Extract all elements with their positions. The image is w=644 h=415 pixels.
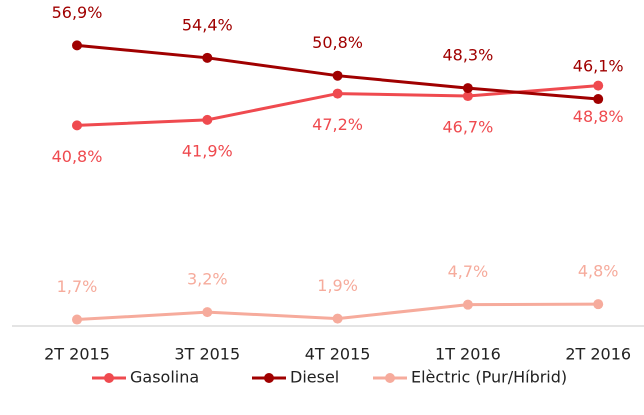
- legend-marker: [264, 373, 274, 383]
- data-point: [462, 299, 473, 310]
- data-label: 1,9%: [317, 276, 358, 295]
- data-label: 48,3%: [442, 46, 493, 65]
- data-label: 1,7%: [57, 277, 98, 296]
- data-point: [202, 307, 213, 318]
- data-point: [202, 52, 213, 63]
- data-point: [593, 94, 604, 105]
- x-tick-label: 1T 2016: [435, 345, 501, 364]
- data-label: 3,2%: [187, 270, 228, 289]
- legend-marker: [104, 373, 114, 383]
- data-point: [332, 88, 343, 99]
- legend-marker: [385, 373, 395, 383]
- x-tick-label: 3T 2015: [174, 345, 240, 364]
- x-tick-label: 2T 2015: [44, 345, 110, 364]
- data-point: [593, 80, 604, 91]
- data-label: 40,8%: [52, 147, 103, 166]
- data-label: 54,4%: [182, 15, 233, 34]
- data-label: 41,9%: [182, 141, 233, 160]
- legend-label: Diesel: [290, 368, 339, 387]
- x-tick-label: 2T 2016: [565, 345, 631, 364]
- legend-label: Elèctric (Pur/Híbrid): [411, 368, 567, 387]
- data-point: [332, 313, 343, 324]
- data-label: 56,9%: [52, 3, 103, 22]
- data-label: 46,1%: [573, 57, 624, 76]
- data-point: [593, 299, 604, 310]
- data-point: [72, 40, 82, 51]
- data-label: 47,2%: [312, 115, 363, 134]
- data-label: 4,7%: [448, 262, 489, 281]
- data-point: [72, 314, 82, 325]
- legend-label: Gasolina: [130, 368, 199, 387]
- data-point: [462, 91, 473, 102]
- data-label: 46,7%: [442, 118, 493, 137]
- data-label: 50,8%: [312, 33, 363, 52]
- data-label: 48,8%: [573, 107, 624, 126]
- data-point: [72, 120, 82, 131]
- data-label: 4,8%: [578, 262, 619, 281]
- data-point: [332, 70, 343, 81]
- data-point: [202, 114, 213, 125]
- data-point: [462, 83, 473, 94]
- x-tick-label: 4T 2015: [305, 345, 371, 364]
